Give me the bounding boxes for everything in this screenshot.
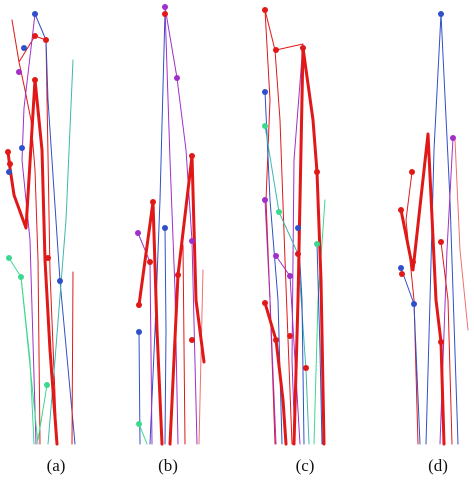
panel-c-thin-line xyxy=(264,199,277,445)
node-marker xyxy=(162,225,168,231)
node-marker xyxy=(262,7,268,13)
node-marker xyxy=(262,300,268,306)
node-marker xyxy=(19,145,25,151)
panel-b-nodes xyxy=(135,4,195,427)
node-marker xyxy=(273,337,279,343)
panel-b-thick-path xyxy=(137,200,164,446)
node-marker xyxy=(398,207,404,213)
node-marker xyxy=(399,271,405,277)
node-marker xyxy=(189,153,195,159)
node-marker xyxy=(411,301,417,307)
node-marker xyxy=(438,239,444,245)
node-marker xyxy=(5,149,11,155)
panel-c-thin-line xyxy=(264,9,293,445)
panel-c-thin-line xyxy=(291,43,304,445)
panel-b-thin-line xyxy=(164,6,179,445)
panel-b-thin-line xyxy=(138,423,148,445)
node-marker xyxy=(44,382,50,388)
panel-a-nodes xyxy=(5,11,63,388)
node-marker xyxy=(174,75,180,81)
node-marker xyxy=(303,365,309,371)
panel-c-lines xyxy=(263,9,326,446)
panel-d-lines xyxy=(399,13,469,446)
panel-a-thin-line xyxy=(11,19,58,445)
node-marker xyxy=(410,259,416,265)
node-marker xyxy=(262,197,268,203)
panel-c-thick-path xyxy=(263,301,288,446)
node-marker xyxy=(175,272,181,278)
node-marker xyxy=(16,69,22,75)
node-marker xyxy=(314,169,320,175)
node-marker xyxy=(438,11,444,17)
node-marker xyxy=(18,274,24,280)
panel-a-thin-line xyxy=(34,13,76,445)
node-marker xyxy=(189,337,195,343)
node-marker xyxy=(409,169,415,175)
panel-d-nodes xyxy=(398,11,456,345)
panel-b-thin-line xyxy=(164,6,198,445)
node-marker xyxy=(136,421,142,427)
panel-d-thin-line xyxy=(440,241,453,445)
panel-b-thin-line xyxy=(198,269,204,445)
panel-c-thin-line xyxy=(275,43,304,51)
panel-a-thin-line xyxy=(37,384,48,441)
panel-c-nodes xyxy=(262,7,320,371)
node-marker xyxy=(295,225,301,231)
node-marker xyxy=(135,230,141,236)
node-marker xyxy=(398,265,404,271)
node-marker xyxy=(287,273,293,279)
node-marker xyxy=(273,47,279,53)
node-marker xyxy=(287,333,293,339)
node-marker xyxy=(136,329,142,335)
node-marker xyxy=(273,253,279,259)
node-marker xyxy=(450,135,456,141)
panel-a-thin-line xyxy=(71,271,74,445)
node-marker xyxy=(21,45,27,51)
node-marker xyxy=(300,45,306,51)
panel-d-thin-line xyxy=(454,139,469,331)
node-marker xyxy=(295,251,301,257)
panel-a-lines xyxy=(6,13,76,446)
panel-d-thick-path xyxy=(399,132,446,446)
panel-label-d: (d) xyxy=(428,456,448,475)
panel-a-thin-line xyxy=(18,61,41,445)
node-marker xyxy=(32,77,38,83)
panel-a-thin-line xyxy=(47,59,74,445)
node-marker xyxy=(45,255,51,261)
node-marker xyxy=(147,259,153,265)
panel-c-thick-path xyxy=(292,46,326,446)
panel-b-thin-line xyxy=(182,244,186,445)
panel-b-thin-line xyxy=(149,11,166,445)
panel-c-thin-line xyxy=(264,125,310,445)
node-marker xyxy=(136,302,142,308)
panel-c-thin-line xyxy=(316,243,323,445)
node-marker xyxy=(6,255,12,261)
node-marker xyxy=(32,11,38,17)
node-marker xyxy=(189,238,195,244)
panel-d-thin-line xyxy=(405,171,419,445)
panel-b-lines xyxy=(137,6,206,446)
node-marker xyxy=(262,123,268,129)
node-marker xyxy=(7,161,13,167)
node-marker xyxy=(57,278,63,284)
panel-label-c: (c) xyxy=(295,456,315,475)
node-marker xyxy=(162,11,168,17)
node-marker xyxy=(162,4,168,10)
node-marker xyxy=(150,199,156,205)
panel-a-thin-line xyxy=(21,13,37,445)
node-marker xyxy=(262,89,268,95)
panel-c-thin-line xyxy=(313,199,326,445)
node-marker xyxy=(6,169,12,175)
panel-label-a: (a) xyxy=(46,456,66,475)
node-marker xyxy=(438,339,444,345)
node-marker xyxy=(32,33,38,39)
node-marker xyxy=(314,241,320,247)
node-marker xyxy=(276,209,282,215)
node-marker xyxy=(43,37,49,43)
panel-label-b: (b) xyxy=(158,456,178,475)
panel-b-thin-line xyxy=(164,227,167,445)
